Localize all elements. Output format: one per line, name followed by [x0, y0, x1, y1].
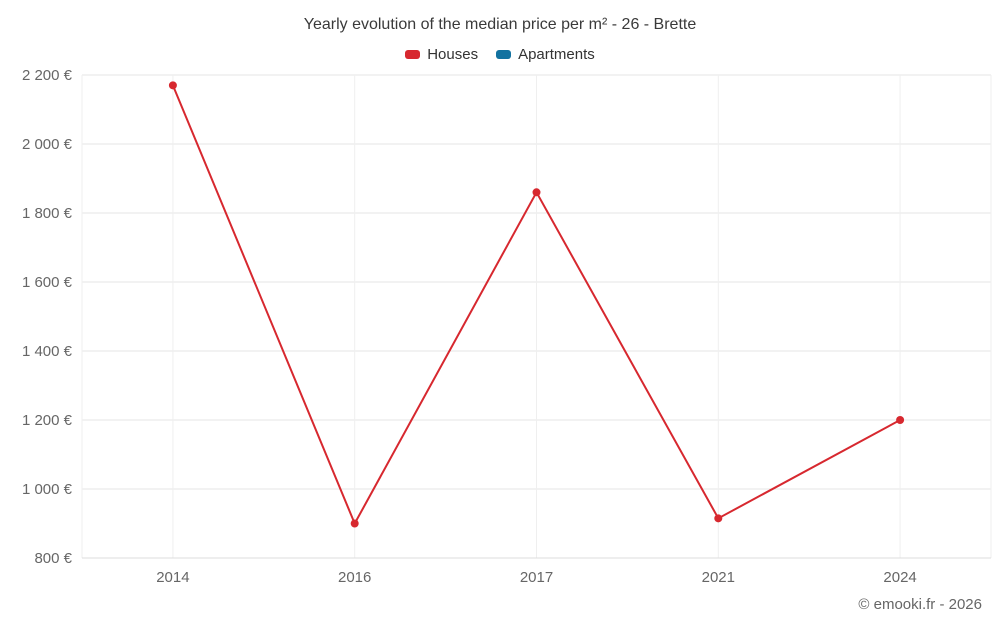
y-axis-tick-label: 1 200 € [22, 412, 73, 429]
y-axis-tick-label: 1 400 € [22, 343, 73, 360]
x-axis-tick-label: 2017 [520, 569, 553, 586]
y-axis-tick-label: 800 € [34, 550, 72, 567]
legend-swatch-houses-icon [405, 50, 421, 59]
data-point-houses[interactable] [714, 514, 723, 523]
legend-label-houses: Houses [427, 46, 479, 63]
y-axis-tick-label: 1 000 € [22, 481, 73, 498]
y-axis-tick-label: 1 600 € [22, 274, 73, 291]
x-axis-tick-label: 2021 [702, 569, 735, 586]
y-axis-tick-label: 2 200 € [22, 67, 73, 84]
data-point-houses[interactable] [350, 519, 359, 528]
x-axis-tick-label: 2014 [156, 569, 189, 586]
y-axis-tick-label: 2 000 € [22, 136, 73, 153]
footer-credit: © emooki.fr - 2026 [858, 596, 982, 613]
legend-swatch-apartments-icon [496, 50, 512, 59]
legend-item-apartments[interactable]: Apartments [496, 46, 595, 63]
data-point-houses[interactable] [896, 416, 905, 424]
data-point-houses[interactable] [168, 81, 177, 90]
y-axis-tick-label: 1 800 € [22, 205, 73, 222]
x-axis-tick-label: 2024 [883, 569, 916, 586]
legend: Houses Apartments [0, 46, 1000, 63]
x-axis-tick-label: 2016 [338, 569, 371, 586]
chart-title: Yearly evolution of the median price per… [303, 16, 697, 33]
data-point-houses[interactable] [532, 188, 541, 197]
legend-label-apartments: Apartments [518, 46, 595, 63]
legend-item-houses[interactable]: Houses [405, 46, 478, 63]
